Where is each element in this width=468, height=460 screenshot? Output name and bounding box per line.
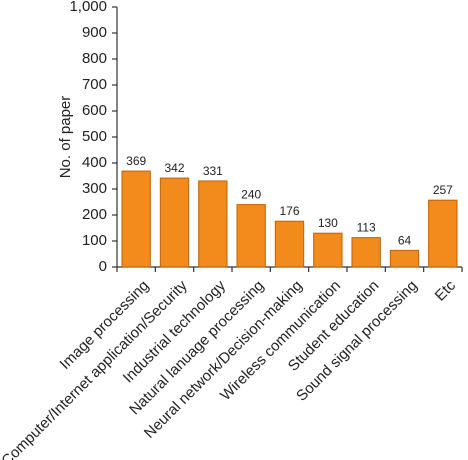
bar: [121, 170, 151, 268]
y-tick-label: 0: [99, 258, 107, 275]
data-label: 240: [241, 188, 261, 202]
y-tick-label: 400: [82, 154, 107, 171]
y-tick-label: 600: [82, 102, 107, 119]
bar: [198, 180, 228, 268]
bar: [428, 199, 458, 268]
x-tick-label: Computer/Internet application/Security: [0, 277, 191, 460]
data-label: 369: [126, 154, 146, 168]
data-label: 130: [318, 216, 338, 230]
bar: [389, 249, 420, 268]
bar: [236, 204, 266, 268]
y-tick-label: 500: [82, 128, 107, 145]
y-tick-label: 100: [82, 232, 107, 249]
data-label: 176: [279, 204, 299, 218]
bar: [313, 232, 343, 268]
y-tick-label: 700: [82, 76, 107, 93]
x-tick-label: Etc: [432, 277, 460, 305]
data-label: 64: [398, 233, 412, 247]
bar: [351, 237, 381, 268]
bar: [159, 177, 190, 268]
y-tick-label: 1,000: [69, 0, 107, 15]
y-axis-label: No. of paper: [57, 96, 74, 179]
y-tick-label: 800: [82, 50, 107, 67]
data-label: 113: [357, 221, 376, 235]
data-label: 342: [164, 161, 184, 175]
bar: [274, 220, 305, 268]
y-tick-label: 300: [82, 180, 107, 197]
data-label: 257: [433, 183, 453, 197]
data-label: 331: [203, 164, 223, 178]
y-tick-label: 200: [82, 206, 107, 223]
y-tick-label: 900: [82, 24, 107, 41]
